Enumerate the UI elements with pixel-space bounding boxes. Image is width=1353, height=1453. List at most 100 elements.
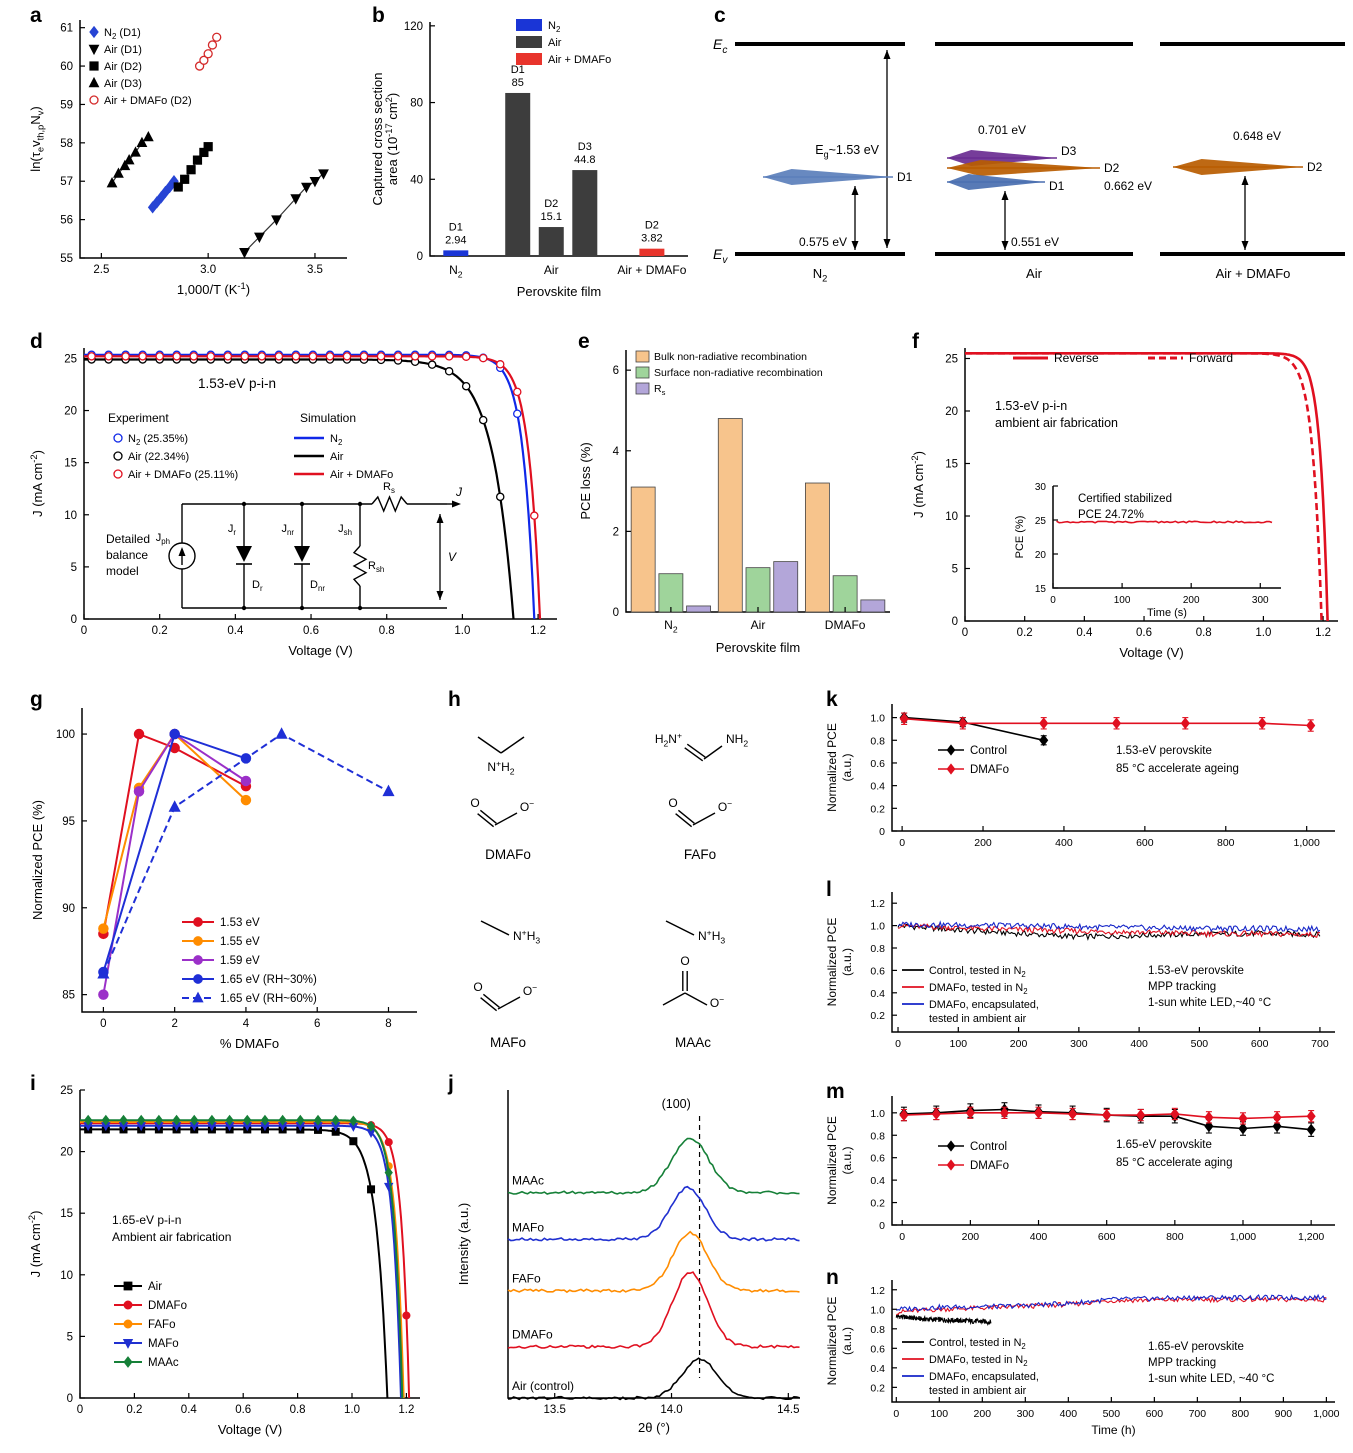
svg-text:Rs: Rs xyxy=(383,481,395,495)
svg-text:J (mA cm-2): J (mA cm-2) xyxy=(28,450,45,517)
svg-text:Air: Air xyxy=(544,263,559,277)
svg-text:500: 500 xyxy=(1103,1408,1121,1420)
svg-text:Normalized PCE: Normalized PCE xyxy=(825,723,839,812)
svg-text:300: 300 xyxy=(1017,1408,1035,1420)
svg-text:2: 2 xyxy=(171,1018,177,1030)
svg-text:0.2: 0.2 xyxy=(870,1198,885,1210)
svg-text:0.551 eV: 0.551 eV xyxy=(1011,235,1059,249)
svg-text:1.55 eV: 1.55 eV xyxy=(220,936,260,948)
svg-text:0.2: 0.2 xyxy=(870,1382,885,1394)
svg-text:FAFo: FAFo xyxy=(684,847,716,862)
svg-text:0.8: 0.8 xyxy=(870,943,885,955)
svg-text:Air (D1): Air (D1) xyxy=(104,44,142,56)
svg-text:0: 0 xyxy=(895,1038,901,1050)
panel-label-m: m xyxy=(826,1080,845,1103)
svg-text:1,000: 1,000 xyxy=(1230,1231,1256,1243)
svg-text:0.701 eV: 0.701 eV xyxy=(978,123,1026,137)
svg-text:Simulation: Simulation xyxy=(300,411,356,425)
svg-text:D1: D1 xyxy=(511,64,525,76)
svg-text:balance: balance xyxy=(106,548,148,562)
svg-text:Control: Control xyxy=(970,1141,1007,1153)
svg-text:Jsh: Jsh xyxy=(338,523,352,537)
svg-text:Control, tested in N2: Control, tested in N2 xyxy=(929,1337,1026,1351)
svg-text:40: 40 xyxy=(410,174,423,186)
svg-text:Dnr: Dnr xyxy=(310,579,325,593)
svg-text:Ec: Ec xyxy=(713,36,727,56)
svg-text:0.6: 0.6 xyxy=(870,758,885,770)
svg-text:D2: D2 xyxy=(645,220,659,232)
svg-text:10: 10 xyxy=(945,511,958,523)
svg-text:2.5: 2.5 xyxy=(93,264,109,276)
svg-text:FAFo: FAFo xyxy=(512,1272,541,1286)
svg-text:800: 800 xyxy=(1217,837,1235,849)
svg-text:O−: O− xyxy=(718,798,732,814)
svg-text:Air + DMAFo (25.11%): Air + DMAFo (25.11%) xyxy=(128,469,238,481)
svg-text:0: 0 xyxy=(67,1393,73,1405)
svg-text:0: 0 xyxy=(952,616,958,628)
svg-text:MAAc: MAAc xyxy=(512,1174,544,1188)
svg-text:95: 95 xyxy=(62,816,75,828)
svg-text:MPP tracking: MPP tracking xyxy=(1148,981,1216,993)
svg-text:0: 0 xyxy=(879,826,885,838)
svg-text:61: 61 xyxy=(60,23,73,35)
svg-text:DMAFo: DMAFo xyxy=(970,764,1009,776)
svg-text:15: 15 xyxy=(945,459,958,471)
svg-text:Air: Air xyxy=(148,1281,162,1293)
svg-text:0.662 eV: 0.662 eV xyxy=(1104,179,1152,193)
chart-mpp-165: 0 100 200 300 400 500 600 700 800 900 1,000 0.2 0.4 0… xyxy=(825,1280,1340,1437)
svg-text:N2: N2 xyxy=(664,618,678,634)
chart-thermal-aging-165: 0 200 400 600 800 1,000 1,200 0 0.2 0.4 0.6 0.8 1.0 N… xyxy=(825,1096,1335,1243)
svg-text:0: 0 xyxy=(77,1404,83,1416)
svg-text:200: 200 xyxy=(962,1231,980,1243)
svg-text:0: 0 xyxy=(1050,595,1056,606)
svg-text:0: 0 xyxy=(613,607,619,619)
svg-text:0.4: 0.4 xyxy=(870,1363,885,1375)
svg-text:14.5: 14.5 xyxy=(777,1404,799,1416)
panel-label-f: f xyxy=(912,330,919,353)
panel-label-n: n xyxy=(826,1266,839,1289)
svg-text:3.0: 3.0 xyxy=(200,264,216,276)
svg-text:1.65-eV p-i-n: 1.65-eV p-i-n xyxy=(112,1213,181,1227)
panel-label-j: j xyxy=(448,1072,454,1095)
svg-text:1,000/T (K-1): 1,000/T (K-1) xyxy=(177,280,250,297)
svg-text:(100): (100) xyxy=(662,1097,691,1111)
svg-text:1.53-eV p-i-n: 1.53-eV p-i-n xyxy=(198,376,276,391)
svg-text:Bulk non-radiative recombinati: Bulk non-radiative recombination xyxy=(654,351,807,363)
svg-text:Dr: Dr xyxy=(252,579,263,593)
svg-text:PCE 24.72%: PCE 24.72% xyxy=(1078,509,1144,521)
svg-text:1.2: 1.2 xyxy=(530,625,546,637)
svg-text:300: 300 xyxy=(1252,595,1269,606)
svg-text:Captured cross section: Captured cross section xyxy=(370,73,385,206)
svg-text:1.53-eV p-i-n: 1.53-eV p-i-n xyxy=(995,399,1067,413)
svg-text:0.8: 0.8 xyxy=(870,1130,885,1142)
svg-text:1.0: 1.0 xyxy=(1255,627,1271,639)
svg-text:D2: D2 xyxy=(1104,161,1120,175)
svg-text:D1: D1 xyxy=(1049,179,1065,193)
svg-text:0.648 eV: 0.648 eV xyxy=(1233,129,1281,143)
svg-text:O: O xyxy=(473,980,482,994)
svg-text:DMAFo, encapsulated,: DMAFo, encapsulated, xyxy=(929,999,1039,1011)
svg-text:0.6: 0.6 xyxy=(870,1343,885,1355)
svg-text:DMAFo, encapsulated,: DMAFo, encapsulated, xyxy=(929,1371,1039,1383)
svg-text:Air + DMAFo: Air + DMAFo xyxy=(548,54,611,66)
svg-text:0.4: 0.4 xyxy=(870,781,885,793)
svg-text:MAAc: MAAc xyxy=(148,1357,179,1369)
svg-text:85: 85 xyxy=(512,77,524,89)
svg-text:DMAFo, tested in N2: DMAFo, tested in N2 xyxy=(929,1354,1028,1368)
svg-text:20: 20 xyxy=(60,1147,73,1159)
svg-text:H2N+: H2N+ xyxy=(655,730,682,748)
svg-text:14.0: 14.0 xyxy=(660,1404,682,1416)
svg-text:Certified stabilized: Certified stabilized xyxy=(1078,493,1172,505)
svg-text:N+H3: N+H3 xyxy=(698,927,725,945)
svg-text:Air (D2): Air (D2) xyxy=(104,61,142,73)
chart-jv-simulation: 0 0.2 0.4 0.6 0.8 1.0 1.2 0 5 10 15 20 25 Voltage (V)… xyxy=(28,348,557,658)
svg-text:1.0: 1.0 xyxy=(870,1108,885,1120)
svg-text:Rsh: Rsh xyxy=(368,560,384,574)
svg-text:Time (h): Time (h) xyxy=(1091,1423,1135,1437)
svg-text:0.6: 0.6 xyxy=(303,625,319,637)
svg-text:FAFo: FAFo xyxy=(148,1319,175,1331)
svg-text:(a.u.): (a.u.) xyxy=(840,948,854,976)
band-diagram: Ec Ev Eg~1.53 eV N2 Air Air + DMAFo D1 0.575 eV… xyxy=(713,36,1345,284)
svg-text:DMAFo, tested in N2: DMAFo, tested in N2 xyxy=(929,982,1028,996)
